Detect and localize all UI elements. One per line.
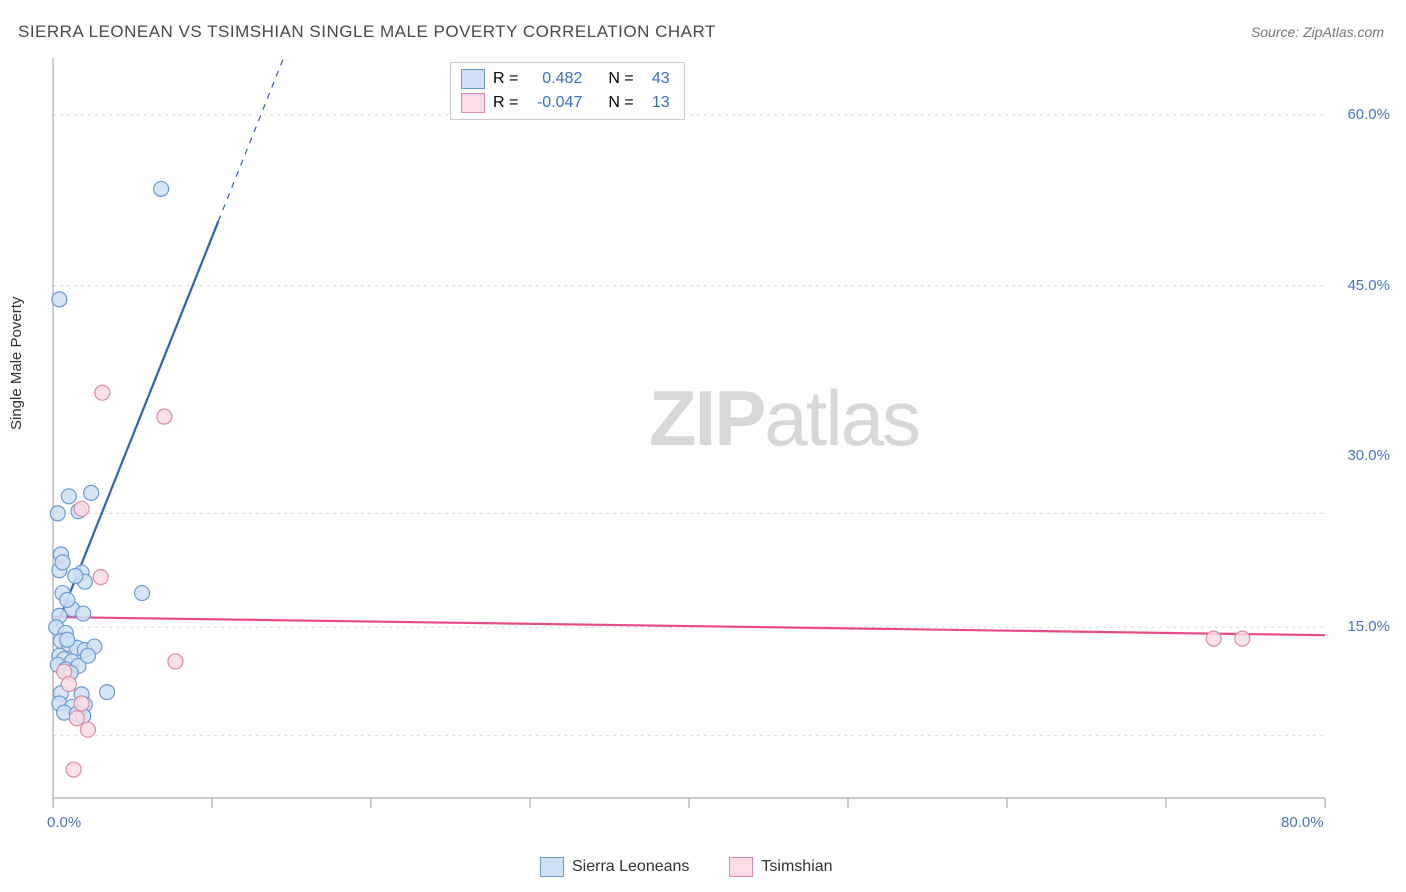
- series-legend: Sierra Leoneans Tsimshian: [540, 857, 833, 877]
- scatter-plot: ZIPatlas: [47, 50, 1387, 840]
- swatch-series-1: [461, 93, 485, 113]
- source-label: Source: ZipAtlas.com: [1251, 24, 1384, 40]
- correlation-legend: R = 0.482 N = 43 R = -0.047 N = 13: [450, 62, 685, 120]
- chart-title: SIERRA LEONEAN VS TSIMSHIAN SINGLE MALE …: [18, 22, 716, 42]
- legend-item-1: Tsimshian: [729, 857, 832, 877]
- y-tick-label: 45.0%: [1347, 277, 1390, 294]
- r-value-1: -0.047: [526, 94, 582, 112]
- r-label: R =: [493, 70, 518, 88]
- y-tick-label: 30.0%: [1347, 447, 1390, 464]
- y-tick-label: 15.0%: [1347, 618, 1390, 635]
- swatch-series-1-bottom: [729, 857, 753, 877]
- swatch-series-0: [461, 69, 485, 89]
- legend-label-0: Sierra Leoneans: [572, 858, 689, 876]
- n-value-0: 43: [642, 70, 670, 88]
- x-tick-label: 0.0%: [47, 814, 81, 831]
- x-tick-label: 80.0%: [1281, 814, 1324, 831]
- n-value-1: 13: [642, 94, 670, 112]
- legend-row-series-1: R = -0.047 N = 13: [461, 91, 670, 115]
- r-value-0: 0.482: [526, 70, 582, 88]
- n-label: N =: [608, 70, 633, 88]
- swatch-series-0-bottom: [540, 857, 564, 877]
- r-label: R =: [493, 94, 518, 112]
- svg-text:ZIPatlas: ZIPatlas: [649, 374, 919, 462]
- y-axis-label: Single Male Poverty: [8, 297, 25, 430]
- n-label: N =: [608, 94, 633, 112]
- legend-label-1: Tsimshian: [761, 858, 832, 876]
- y-tick-label: 60.0%: [1347, 106, 1390, 123]
- chart-container: SIERRA LEONEAN VS TSIMSHIAN SINGLE MALE …: [0, 0, 1406, 892]
- legend-item-0: Sierra Leoneans: [540, 857, 689, 877]
- legend-row-series-0: R = 0.482 N = 43: [461, 67, 670, 91]
